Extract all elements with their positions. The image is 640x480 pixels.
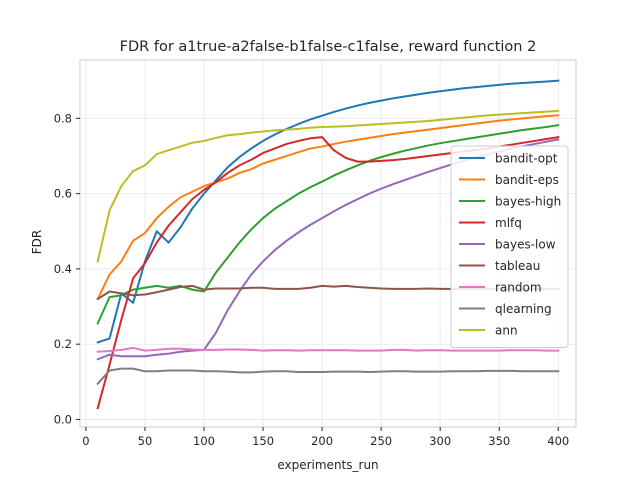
- x-axis-label: experiments_run: [277, 458, 378, 472]
- y-tick-label: 0.4: [54, 262, 72, 276]
- x-axis: 0 50 100 150 200 250 300 350 400: [82, 427, 569, 448]
- x-tick-label: 200: [311, 434, 333, 448]
- legend-label-bayes-low: bayes-low: [495, 238, 556, 252]
- x-tick-label: 0: [82, 434, 89, 448]
- x-tick-label: 150: [252, 434, 274, 448]
- chart-title: FDR for a1true-a2false-b1false-c1false, …: [120, 39, 537, 55]
- legend-label-random: random: [495, 281, 542, 295]
- y-axis-label: FDR: [30, 230, 44, 254]
- legend-label-bandit-eps: bandit-eps: [495, 173, 559, 187]
- legend: bandit-opt bandit-eps bayes-high mlfq bayes-…: [450, 145, 569, 348]
- x-tick-label: 300: [429, 434, 451, 448]
- series-line-ann: [96, 109, 560, 263]
- legend-label-bayes-high: bayes-high: [495, 195, 561, 209]
- series-line-bandit-opt: [96, 79, 560, 344]
- y-axis: 0.0 0.2 0.4 0.6 0.8: [54, 111, 80, 426]
- series-line-qlearning: [96, 367, 560, 386]
- y-tick-label: 0.8: [54, 111, 72, 125]
- x-tick-label: 250: [370, 434, 392, 448]
- series-line-bayes-high: [96, 123, 560, 325]
- legend-label-ann: ann: [495, 324, 518, 338]
- legend-label-qlearning: qlearning: [495, 302, 552, 316]
- legend-box: [450, 145, 569, 348]
- y-tick-label: 0.0: [54, 412, 72, 426]
- x-tick-label: 50: [138, 434, 153, 448]
- legend-label-tableau: tableau: [495, 259, 540, 273]
- x-tick-label: 350: [488, 434, 510, 448]
- series-line-bandit-eps: [96, 114, 560, 301]
- y-tick-label: 0.2: [54, 337, 72, 351]
- y-tick-label: 0.6: [54, 187, 72, 201]
- legend-label-bandit-opt: bandit-opt: [495, 152, 558, 166]
- series-line-random: [96, 346, 560, 353]
- legend-label-mlfq: mlfq: [495, 216, 522, 230]
- x-tick-label: 400: [547, 434, 569, 448]
- plot-frame: [79, 59, 577, 428]
- x-tick-label: 100: [193, 434, 215, 448]
